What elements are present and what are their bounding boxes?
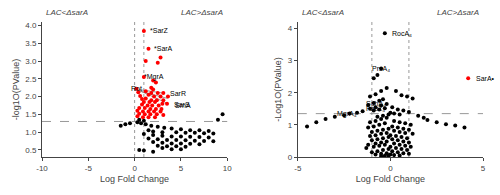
svg-text:SdhA₄: SdhA₄: [366, 100, 386, 107]
svg-text:SrnA: SrnA: [175, 102, 191, 109]
svg-text:1: 1: [288, 121, 293, 130]
svg-text:LAC<ΔsarA: LAC<ΔsarA: [46, 8, 88, 17]
svg-text:0.5: 0.5: [25, 146, 37, 155]
svg-text:4: 4: [288, 24, 293, 33]
svg-text:3.5: 3.5: [25, 39, 37, 48]
svg-text:LAC<ΔsarA: LAC<ΔsarA: [302, 8, 344, 17]
svg-text:MgrA₄: MgrA₄: [337, 110, 357, 118]
svg-text:3: 3: [288, 56, 293, 65]
svg-text:5: 5: [179, 164, 184, 173]
svg-text:Log Fold Change: Log Fold Change: [100, 174, 169, 184]
svg-text:*SarZ: *SarZ: [150, 27, 169, 34]
svg-text:0: 0: [132, 164, 137, 173]
svg-text:SarR: SarR: [170, 90, 186, 97]
svg-text:LAC>ΔsarA: LAC>ΔsarA: [181, 8, 223, 17]
svg-text:PrsA₄: PrsA₄: [372, 65, 390, 72]
svg-text:4.0: 4.0: [25, 21, 37, 30]
svg-text:0: 0: [388, 164, 393, 173]
svg-text:2: 2: [288, 89, 293, 98]
svg-text:0: 0: [288, 153, 293, 162]
svg-text:-5: -5: [85, 164, 93, 173]
svg-text:-log1O(PValue): -log1O(PValue): [11, 59, 21, 120]
svg-text:-10: -10: [36, 164, 48, 173]
svg-text:SarS: SarS: [174, 101, 190, 108]
svg-text:2.0: 2.0: [25, 92, 37, 101]
svg-text:-Log1O(PValue): -Log1O(PValue): [273, 57, 283, 121]
svg-text:LAC>ΔsarA: LAC>ΔsarA: [437, 8, 479, 17]
svg-text:-5: -5: [294, 164, 302, 173]
svg-text:1.0: 1.0: [25, 128, 37, 137]
svg-text:FabZ₄: FabZ₄: [366, 105, 385, 112]
svg-text:2.5: 2.5: [25, 75, 37, 84]
svg-text:*MgrA: *MgrA: [144, 73, 164, 81]
svg-text:1.5: 1.5: [25, 110, 37, 119]
svg-text:Log Fold Change: Log Fold Change: [356, 174, 425, 184]
svg-text:10: 10: [223, 164, 232, 173]
svg-text:RocA₄: RocA₄: [392, 30, 412, 37]
svg-text:3.0: 3.0: [25, 57, 37, 66]
svg-text:Rot: Rot: [131, 85, 142, 92]
svg-text:*SarA: *SarA: [154, 45, 173, 52]
svg-text:SarA•: SarA•: [476, 75, 495, 82]
svg-text:5: 5: [481, 164, 486, 173]
